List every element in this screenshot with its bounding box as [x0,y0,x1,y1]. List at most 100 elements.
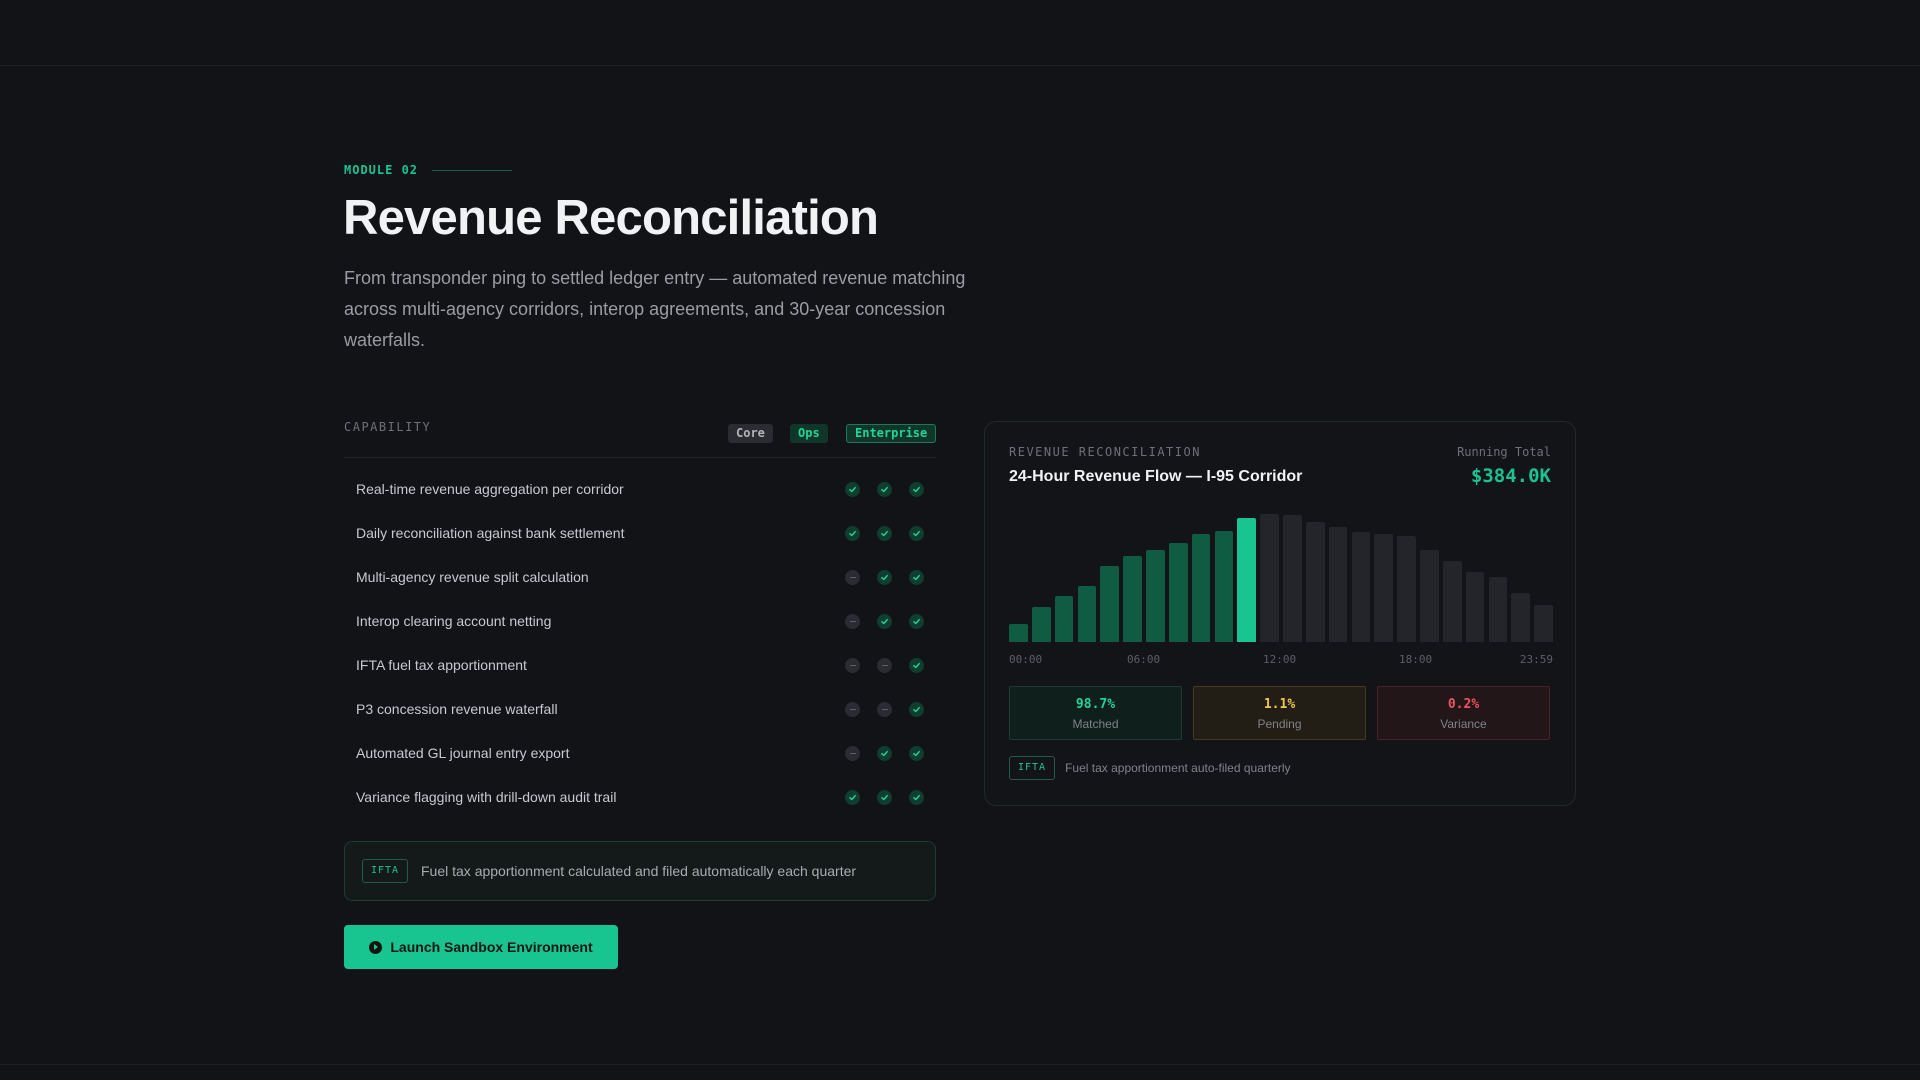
dash-circle-icon [845,746,860,761]
revenue-bar-chart [1009,512,1553,642]
launch-sandbox-button[interactable]: Launch Sandbox Environment [344,925,618,969]
revenue-bar [1237,517,1257,642]
revenue-bar [1397,535,1416,642]
dash-circle-icon [877,658,892,673]
card-eyebrow: REVENUE RECONCILIATION [1009,445,1201,459]
revenue-bar [1442,561,1462,642]
revenue-bar [1283,515,1302,642]
top-bar [0,0,1920,66]
x-axis-ticks: 00:00 06:00 12:00 18:00 23:59 [1009,653,1553,667]
capability-label: Interop clearing account netting [356,613,552,629]
revenue-bar [1465,571,1485,642]
revenue-bar [1351,531,1371,642]
revenue-bar [1420,549,1439,642]
check-circle-icon [877,746,892,761]
check-circle-icon [909,790,924,805]
revenue-bar [1146,549,1165,642]
card-title: 24-Hour Revenue Flow — I-95 Corridor [1009,468,1303,485]
revenue-bar [1123,556,1142,642]
stat-matched-label: Matched [1072,717,1119,731]
tier-ops-badge: Ops [790,424,828,443]
revenue-bar [1077,585,1097,642]
page-description: From transponder ping to settled ledger … [344,268,966,350]
x-tick-label: 06:00 [1127,653,1161,666]
x-tick-label: 23:59 [1519,653,1553,666]
tier-enterprise-badge: Enterprise [846,424,937,443]
stat-variance: 0.2% Variance [1377,686,1550,740]
ifta-note: IFTA Fuel tax apportionment calculated a… [344,841,936,901]
check-circle-icon [909,702,924,717]
revenue-bar [1031,607,1051,642]
check-circle-icon [877,482,892,497]
capability-row: IFTA fuel tax apportionment [344,643,936,687]
check-circle-icon [909,482,924,497]
capability-label: Real-time revenue aggregation per corrid… [356,481,624,497]
running-total-value: $384.0K [1470,465,1551,487]
page-title: Revenue Reconciliation [343,191,879,245]
x-tick-label: 12:00 [1263,653,1297,666]
revenue-bar [1168,543,1188,642]
launch-sandbox-label: Launch Sandbox Environment [390,939,593,955]
capability-row: Daily reconciliation against bank settle… [344,511,936,555]
stat-pending: 1.1% Pending [1193,686,1366,740]
module-tag: MODULE 02 [344,163,419,177]
revenue-bar [1260,514,1279,642]
capability-row: P3 concession revenue waterfall [344,687,936,731]
check-circle-icon [877,790,892,805]
capability-label: IFTA fuel tax apportionment [356,657,527,673]
capability-row: Variance flagging with drill-down audit … [344,775,936,819]
check-circle-icon [845,526,860,541]
revenue-bar [1009,624,1028,642]
check-circle-icon [845,790,860,805]
check-circle-icon [909,570,924,585]
ifta-note-text: Fuel tax apportionment calculated and fi… [421,863,857,879]
revenue-bar [1191,534,1211,642]
revenue-bar [1374,534,1394,642]
stat-matched: 98.7% Matched [1009,686,1182,740]
revenue-bar [1328,526,1348,642]
stat-variance-value: 0.2% [1447,697,1480,712]
check-circle-icon [909,658,924,673]
check-circle-icon [845,482,860,497]
card-footer-text: Fuel tax apportionment auto-filed quarte… [1065,761,1291,775]
revenue-bar [1054,595,1074,642]
stat-variance-label: Variance [1440,717,1487,731]
play-circle-icon [369,940,383,954]
module-eyebrow: MODULE 02 [344,163,513,177]
ifta-badge: IFTA [362,859,409,883]
revenue-bar [1511,593,1531,642]
check-circle-icon [877,526,892,541]
tier-core-badge: Core [728,424,773,443]
check-circle-icon [909,614,924,629]
capability-label: Daily reconciliation against bank settle… [356,525,625,541]
revenue-bar [1534,604,1553,642]
revenue-bar [1214,530,1234,642]
dash-circle-icon [845,570,860,585]
revenue-bar [1488,576,1508,642]
capability-row: Multi-agency revenue split calculation [344,555,936,599]
eyebrow-rule [432,169,513,171]
x-tick-label: 18:00 [1399,653,1433,666]
check-circle-icon [909,526,924,541]
capability-row: Interop clearing account netting [344,599,936,643]
capability-label: P3 concession revenue waterfall [356,701,558,717]
capability-header-label: CAPABILITY [344,420,432,434]
capability-row: Real-time revenue aggregation per corrid… [344,467,936,511]
capability-table-header: CAPABILITY Core Ops Enterprise [344,418,937,458]
revenue-bar [1305,521,1325,642]
x-tick-label: 00:00 [1009,653,1043,666]
card-footer: IFTA Fuel tax apportionment auto-filed q… [1009,756,1291,780]
dash-circle-icon [845,614,860,629]
check-circle-icon [909,746,924,761]
revenue-chart-card: REVENUE RECONCILIATION 24-Hour Revenue F… [984,421,1576,806]
card-footer-badge: IFTA [1009,756,1056,780]
stat-matched-value: 98.7% [1075,697,1116,712]
dash-circle-icon [845,702,860,717]
stat-pending-label: Pending [1257,717,1302,731]
capability-label: Variance flagging with drill-down audit … [356,789,617,805]
capability-label: Automated GL journal entry export [356,745,570,761]
dash-circle-icon [845,658,860,673]
check-circle-icon [877,614,892,629]
check-circle-icon [877,570,892,585]
revenue-bar [1100,566,1120,642]
